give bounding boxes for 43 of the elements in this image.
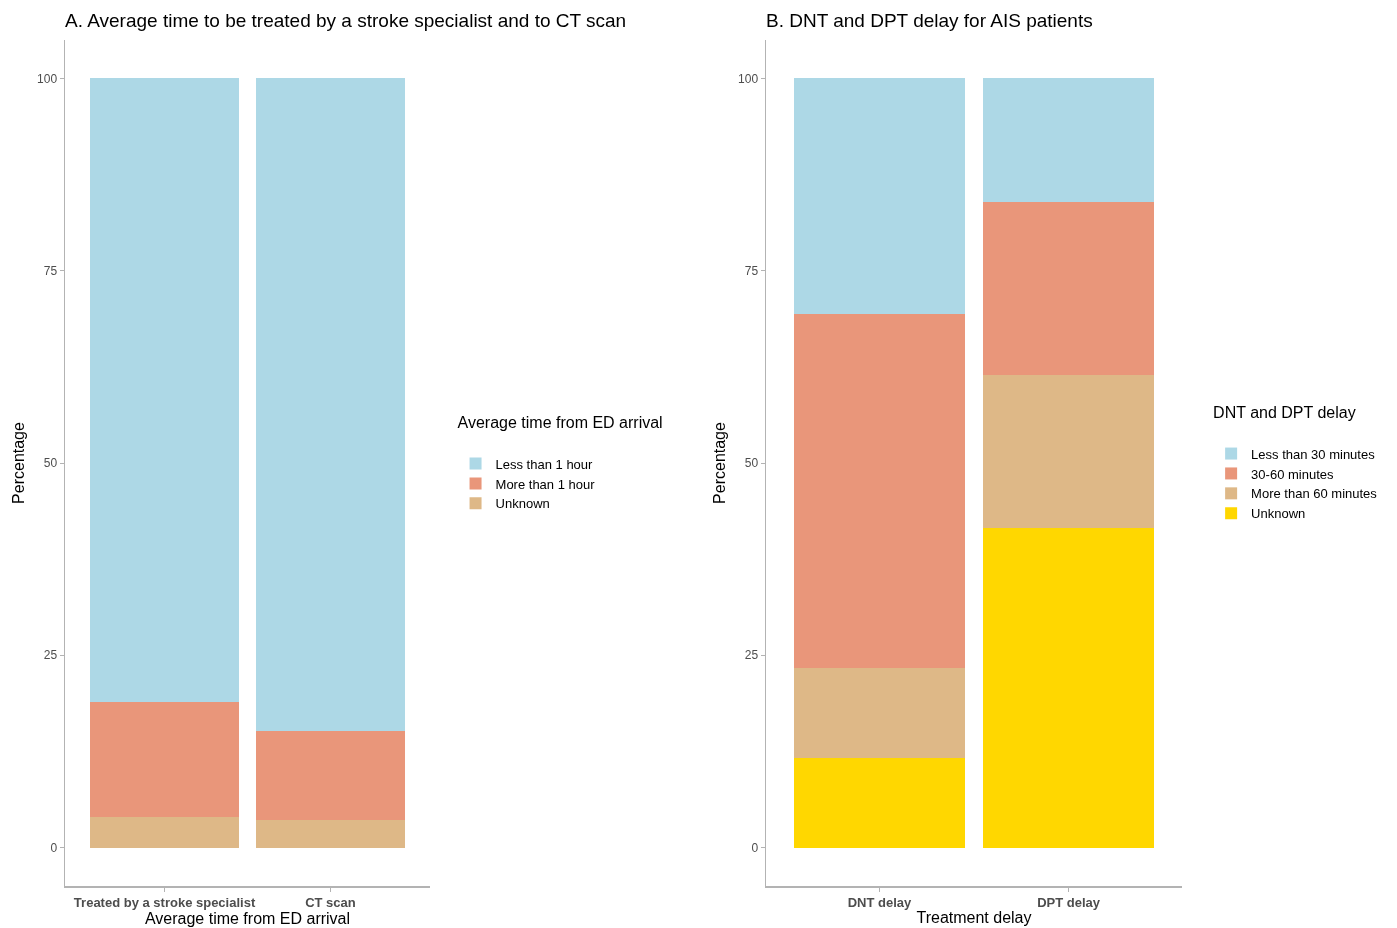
bar [89, 702, 240, 817]
x-axis-title: Average time from ED arrival [144, 910, 351, 928]
bar [794, 78, 965, 314]
legend-label: Unknown [1251, 506, 1306, 522]
legend-label: More than 60 minutes [1251, 486, 1378, 502]
y-tick-label: 25 [744, 648, 759, 663]
bar [983, 374, 1154, 529]
x-tick-label: Treated by a stroke specialist [73, 895, 256, 911]
y-tick-label: 50 [43, 456, 58, 471]
legend-label: Unknown [495, 496, 550, 512]
x-tick-label: DPT delay [1037, 895, 1101, 911]
bar [89, 78, 240, 703]
x-tick-label: CT scan [305, 895, 356, 911]
bar [983, 78, 1154, 202]
y-tick-label: 100 [738, 71, 759, 86]
y-tick-label: 100 [37, 71, 58, 86]
y-tick-label: 25 [43, 648, 58, 663]
legend-label: More than 1 hour [495, 476, 596, 492]
bar [89, 816, 240, 848]
legend-title: DNT and DPT delay [1213, 403, 1356, 421]
y-tick-label: 0 [751, 840, 759, 855]
legend-label: Less than 1 hour [495, 456, 594, 472]
chart-title: A. Average time to be treated by a stroke specialist and to CT scan [65, 10, 627, 32]
bar [255, 819, 406, 848]
bar [794, 668, 965, 759]
bar [983, 528, 1154, 848]
x-tick-label: DNT delay [847, 895, 912, 911]
y-tick-label: 50 [744, 456, 759, 471]
x-axis-title: Treatment delay [916, 908, 1032, 926]
y-tick-label: 75 [43, 263, 58, 278]
legend-title: Average time from ED arrival [457, 413, 663, 431]
y-tick-label: 0 [50, 840, 58, 855]
bar [255, 731, 406, 820]
legend-label: Less than 30 minutes [1251, 446, 1376, 462]
y-tick-label: 75 [744, 263, 759, 278]
bar [794, 758, 965, 848]
y-axis-title: Percentage [10, 421, 28, 504]
chart-title: B. DNT and DPT delay for AIS patients [766, 10, 1093, 32]
legend-label: 30-60 minutes [1251, 466, 1334, 482]
bar [255, 78, 406, 732]
bar [794, 313, 965, 669]
bar [983, 201, 1154, 375]
y-axis-title: Percentage [711, 421, 729, 504]
